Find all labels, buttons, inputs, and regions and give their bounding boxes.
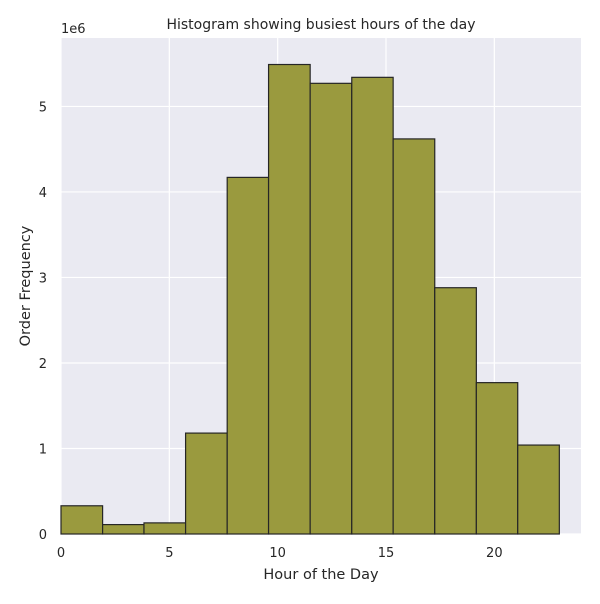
y-tick-label: 5 (39, 100, 47, 115)
y-axis-label: Order Frequency (18, 225, 34, 346)
y-tick-label: 0 (39, 528, 47, 543)
histogram-bar (309, 82, 353, 535)
histogram-bar (517, 444, 560, 535)
y-tick-label: 1 (39, 442, 47, 457)
histogram-bar (226, 176, 270, 535)
y-tick-labels: 0 1 2 3 4 5 (39, 100, 47, 543)
chart-title: Histogram showing busiest hours of the d… (166, 17, 475, 33)
histogram-bar (143, 522, 187, 535)
histogram-bar (392, 138, 436, 535)
y-axis-offset-label: 1e6 (61, 22, 86, 37)
y-tick-label: 2 (39, 357, 47, 372)
x-tick-labels: 0 5 10 15 20 (57, 546, 503, 561)
histogram-bar (184, 432, 228, 535)
histogram-bar (101, 523, 145, 535)
histogram-bars (60, 63, 560, 535)
x-tick-label: 15 (378, 546, 395, 561)
x-axis-label: Hour of the Day (263, 567, 379, 583)
x-tick-label: 5 (165, 546, 173, 561)
histogram-bar (351, 76, 394, 535)
x-tick-label: 10 (269, 546, 286, 561)
histogram-bar (475, 382, 519, 535)
histogram-bar (267, 63, 311, 535)
x-tick-label: 0 (57, 546, 65, 561)
x-tick-label: 20 (486, 546, 503, 561)
histogram-bar (434, 287, 477, 535)
y-tick-label: 3 (39, 271, 47, 286)
y-tick-label: 4 (39, 186, 47, 201)
histogram-bar (60, 505, 104, 535)
